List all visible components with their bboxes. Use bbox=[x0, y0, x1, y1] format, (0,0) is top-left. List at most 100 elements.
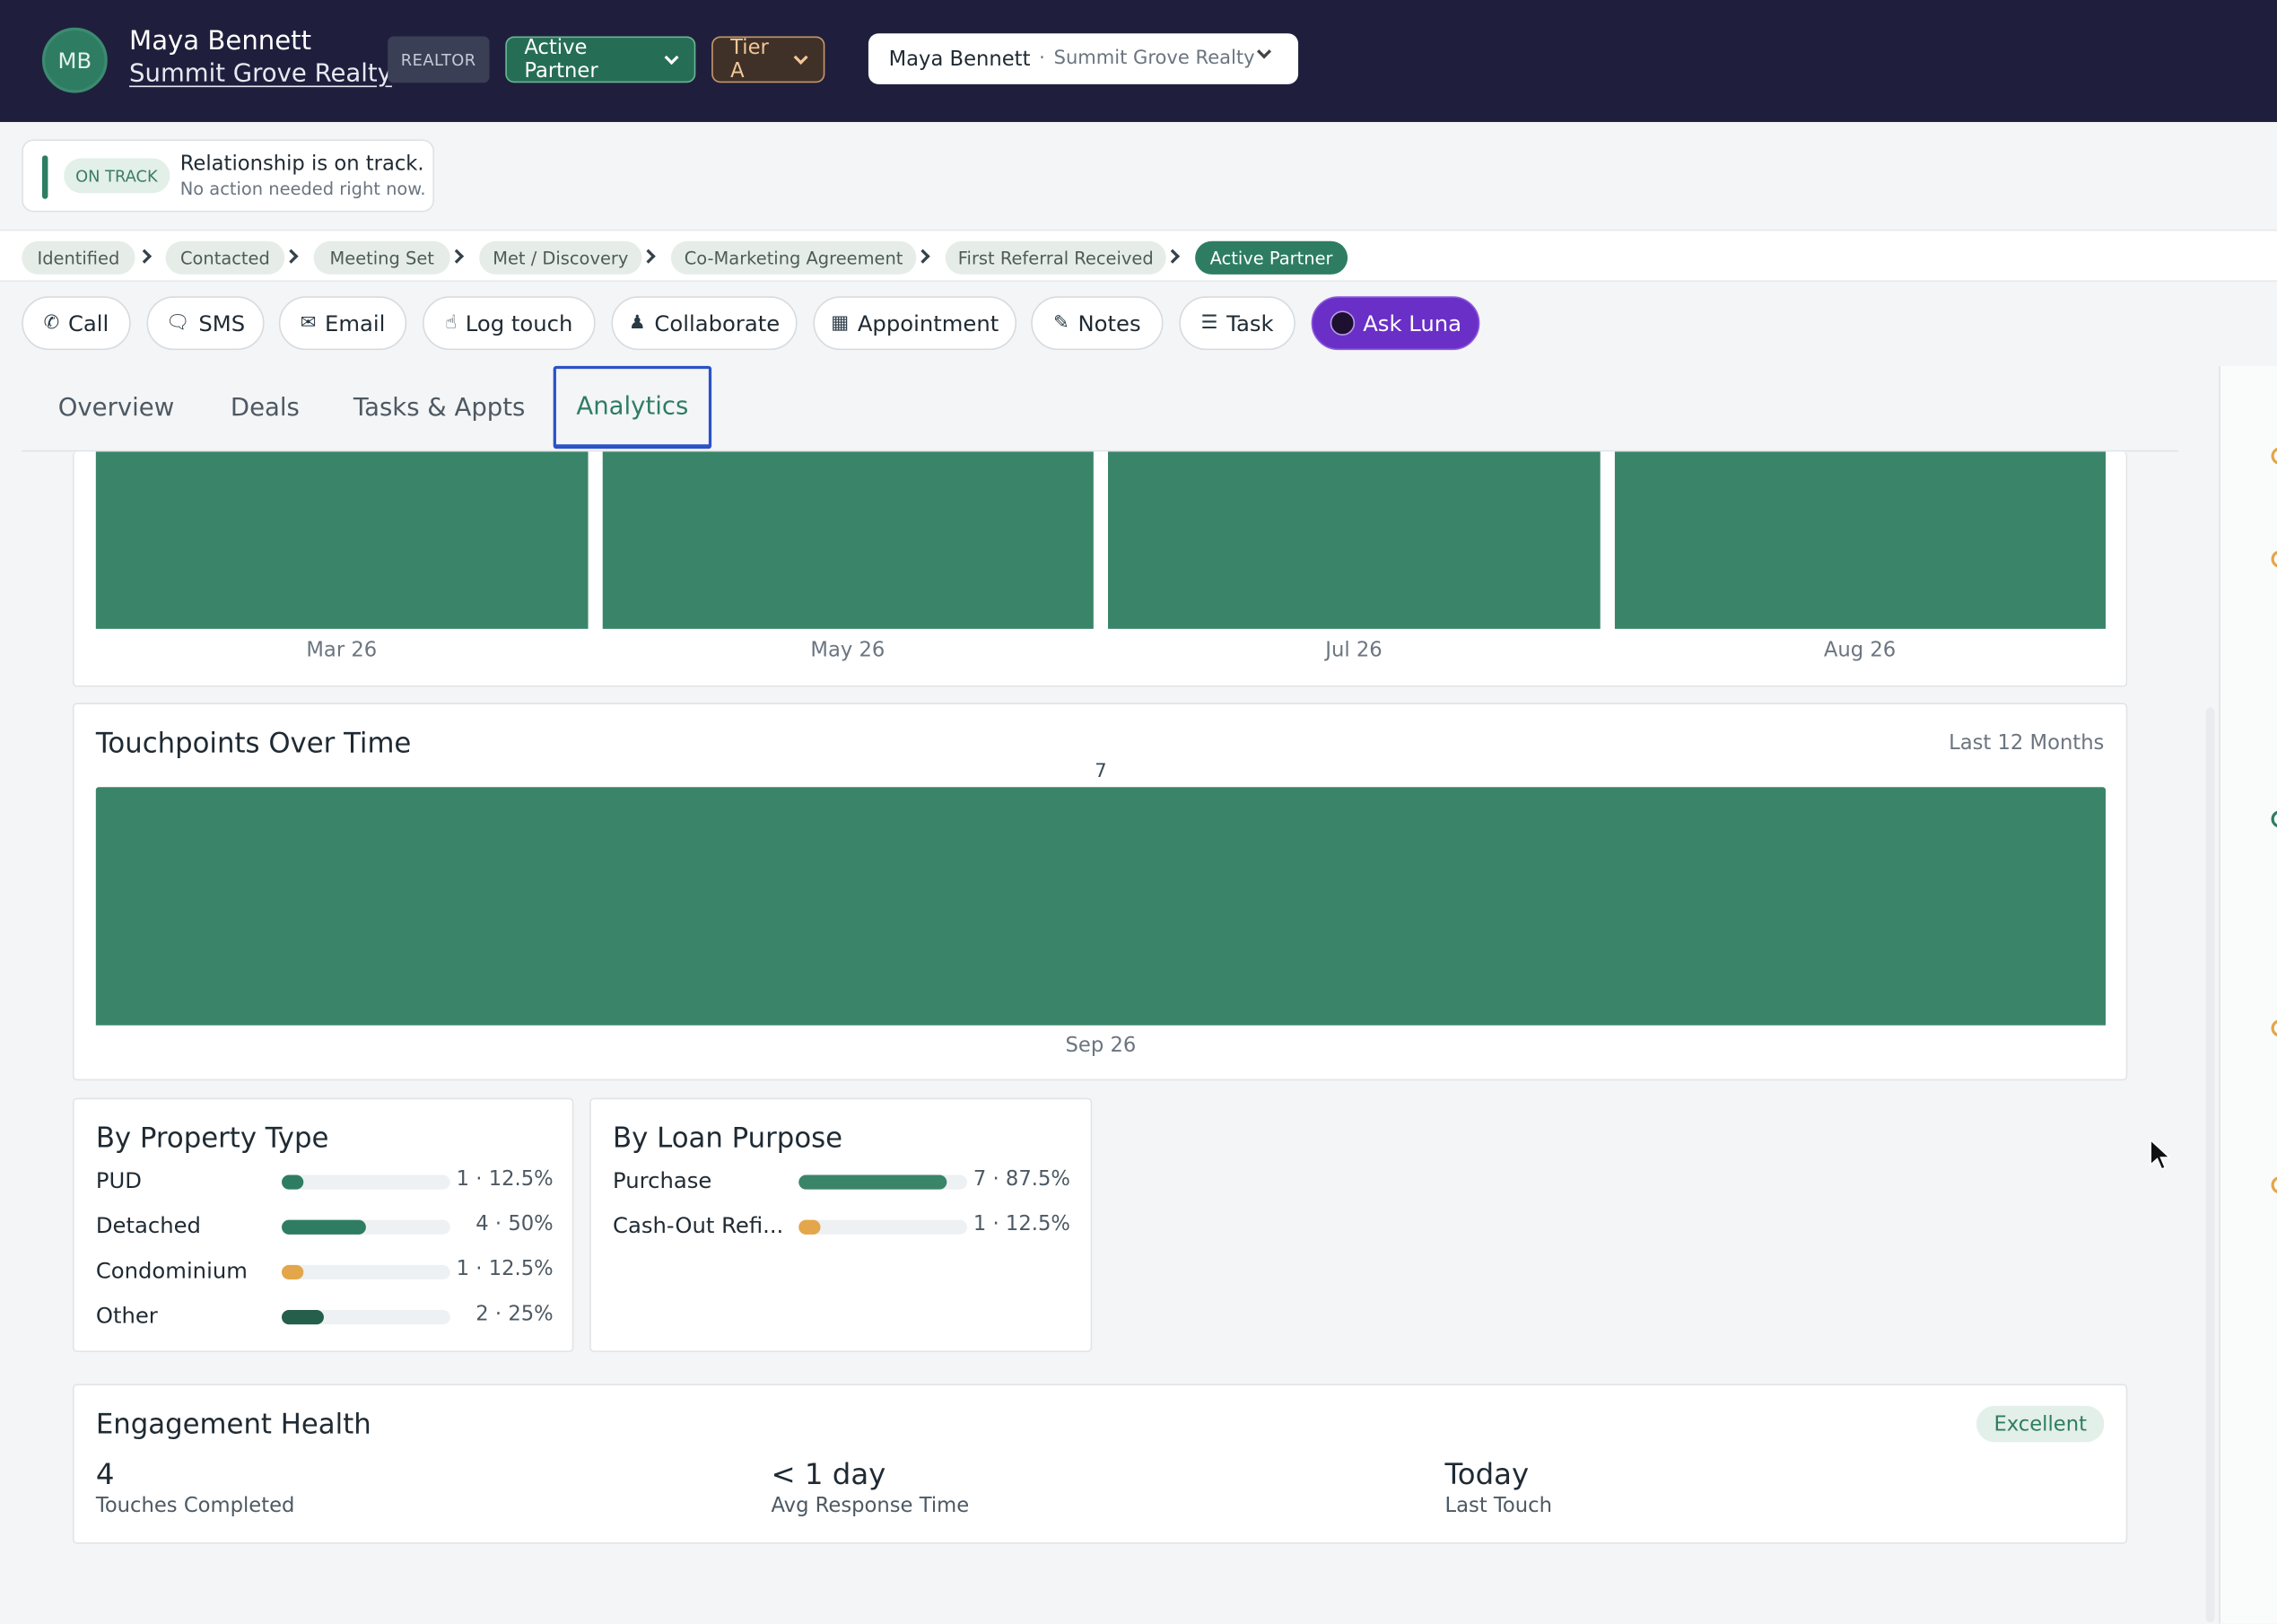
sms-button[interactable]: 🗨 SMS bbox=[146, 296, 265, 351]
breakdown-row: Cash-Out Refi... 1 · 12.5% bbox=[613, 1213, 1070, 1242]
collaborate-label: Collaborate bbox=[654, 310, 781, 336]
loan-purpose-card: By Loan Purpose Purchase 7 · 87.5% Cash-Ou… bbox=[589, 1097, 1093, 1352]
contact-name: Maya Bennett bbox=[129, 26, 312, 57]
breakdown-label: Other bbox=[95, 1302, 158, 1330]
tab-deals[interactable]: Deals bbox=[230, 392, 300, 423]
stage-first-referral[interactable]: First Referral Received bbox=[945, 240, 1166, 275]
tier-dropdown[interactable]: Tier A bbox=[711, 36, 825, 83]
breakdown-fill bbox=[282, 1309, 324, 1325]
right-sidebar bbox=[2205, 365, 2277, 1624]
chevron-right-icon bbox=[915, 249, 930, 264]
breakdown-value: 1 · 12.5% bbox=[973, 1212, 1070, 1236]
breakdown-value: 7 · 87.5% bbox=[973, 1167, 1070, 1192]
status-accent-bar bbox=[41, 155, 48, 199]
x-tick-label: Sep 26 bbox=[1065, 1034, 1137, 1058]
engagement-health-card: Engagement Health Excellent 4 Touches Co… bbox=[72, 1384, 2128, 1544]
avg-response-label: Avg Response Time bbox=[771, 1494, 970, 1518]
breakdown-track bbox=[282, 1309, 450, 1325]
status-title: Relationship is on track. bbox=[179, 152, 424, 176]
company-link[interactable]: Summit Grove Realty bbox=[129, 59, 392, 89]
chart-bar bbox=[601, 451, 1094, 629]
chevron-right-icon bbox=[137, 249, 153, 264]
breakdown-label: Cash-Out Refi... bbox=[613, 1212, 784, 1239]
timeline-dot-icon bbox=[2271, 550, 2277, 568]
tab-analytics[interactable]: Analytics bbox=[553, 365, 712, 450]
property-type-card: By Property Type PUD 1 · 12.5% Detached 4 ·… bbox=[72, 1097, 574, 1352]
appointment-button[interactable]: ▦ Appointment bbox=[813, 296, 1017, 351]
partner-status-label: Active Partner bbox=[524, 36, 598, 83]
status-subtitle: No action needed right now. bbox=[179, 179, 426, 199]
property-type-title: By Property Type bbox=[95, 1122, 329, 1155]
stage-identified[interactable]: Identified bbox=[22, 240, 135, 275]
touches-completed-label: Touches Completed bbox=[95, 1494, 295, 1518]
health-badge: Excellent bbox=[1976, 1405, 2105, 1443]
top-header: MB Maya Bennett Summit Grove Realty REAL… bbox=[0, 0, 2277, 122]
calendar-icon: ▦ bbox=[831, 312, 850, 335]
stage-active-partner[interactable]: Active Partner bbox=[1195, 240, 1348, 275]
notes-button[interactable]: ✎ Notes bbox=[1031, 296, 1164, 351]
bar-value-label: 7 bbox=[1095, 761, 1107, 783]
chevron-right-icon bbox=[449, 249, 465, 264]
stage-meeting-set[interactable]: Meeting Set bbox=[313, 240, 450, 275]
stage-contacted[interactable]: Contacted bbox=[165, 240, 285, 275]
breakdown-value: 4 · 50% bbox=[475, 1212, 554, 1236]
breakdown-fill bbox=[798, 1174, 947, 1190]
status-badge: ON TRACK bbox=[64, 158, 170, 194]
timeline-dot-icon bbox=[2271, 447, 2277, 465]
breakdown-row: Condominium 1 · 12.5% bbox=[96, 1258, 554, 1287]
timeline-dot-icon bbox=[2271, 1019, 2277, 1037]
role-badge: REALTOR bbox=[388, 36, 490, 83]
email-button[interactable]: ✉ Email bbox=[278, 296, 407, 351]
timeline-dot-icon bbox=[2271, 810, 2277, 828]
call-button[interactable]: ✆ Call bbox=[22, 296, 131, 351]
loan-purpose-title: By Loan Purpose bbox=[613, 1122, 843, 1155]
chevron-right-icon bbox=[284, 249, 299, 264]
appointment-label: Appointment bbox=[857, 310, 999, 336]
tab-tasks-appts[interactable]: Tasks & Appts bbox=[353, 392, 526, 423]
ask-luna-button[interactable]: Ask Luna bbox=[1311, 296, 1480, 351]
chat-bubble-icon: 🗨 bbox=[165, 312, 190, 335]
scrollbar[interactable] bbox=[2205, 707, 2215, 1622]
action-bar: ✆ Call 🗨 SMS ✉ Email ☝ Log touch ♟ Colla… bbox=[0, 282, 2277, 366]
notes-label: Notes bbox=[1077, 310, 1141, 336]
x-tick-label: Aug 26 bbox=[1823, 639, 1897, 663]
touch-icon: ☝ bbox=[445, 312, 458, 335]
mouse-cursor-icon bbox=[2150, 1138, 2172, 1171]
chevron-right-icon bbox=[1165, 249, 1181, 264]
tier-label: Tier A bbox=[730, 36, 769, 83]
x-tick-label: Mar 26 bbox=[306, 639, 378, 663]
breakdown-track bbox=[282, 1174, 450, 1190]
stage-co-marketing[interactable]: Co-Marketing Agreement bbox=[670, 240, 917, 275]
tab-bar: Overview Deals Tasks & Appts Analytics bbox=[22, 365, 2178, 452]
checklist-icon: ☰ bbox=[1200, 312, 1218, 335]
task-label: Task bbox=[1226, 310, 1274, 336]
engagement-title: Engagement Health bbox=[95, 1409, 371, 1441]
breakdown-track bbox=[282, 1264, 450, 1280]
breakdown-value: 1 · 12.5% bbox=[456, 1167, 554, 1192]
envelope-icon: ✉ bbox=[300, 312, 317, 335]
collaborate-button[interactable]: ♟ Collaborate bbox=[611, 296, 798, 351]
breakdown-label: Detached bbox=[95, 1212, 201, 1239]
contact-context-select[interactable]: Maya Bennett · Summit Grove Realty bbox=[868, 33, 1299, 84]
phone-icon: ✆ bbox=[43, 312, 60, 335]
breakdown-label: PUD bbox=[95, 1167, 142, 1194]
relationship-status-card: ON TRACK Relationship is on track. No ac… bbox=[22, 139, 434, 213]
luna-icon bbox=[1329, 310, 1355, 336]
breakdown-track bbox=[798, 1219, 968, 1235]
stage-met-discovery[interactable]: Met / Discovery bbox=[479, 240, 642, 275]
touches-completed-value: 4 bbox=[95, 1456, 115, 1492]
breakdown-fill bbox=[282, 1174, 303, 1190]
breakdown-fill bbox=[282, 1219, 366, 1235]
breakdown-row: Purchase 7 · 87.5% bbox=[613, 1167, 1070, 1196]
task-button[interactable]: ☰ Task bbox=[1179, 296, 1296, 351]
partner-status-dropdown[interactable]: Active Partner bbox=[505, 36, 696, 83]
avg-response-value: < 1 day bbox=[771, 1456, 886, 1492]
log-touch-button[interactable]: ☝ Log touch bbox=[423, 296, 596, 351]
tab-overview[interactable]: Overview bbox=[57, 392, 175, 423]
breakdown-row: PUD 1 · 12.5% bbox=[96, 1167, 554, 1196]
touchpoint-bar bbox=[95, 787, 2106, 1026]
breakdown-row: Detached 4 · 50% bbox=[96, 1213, 554, 1242]
breakdown-fill bbox=[282, 1264, 303, 1280]
breakdown-label: Condominium bbox=[95, 1257, 248, 1284]
